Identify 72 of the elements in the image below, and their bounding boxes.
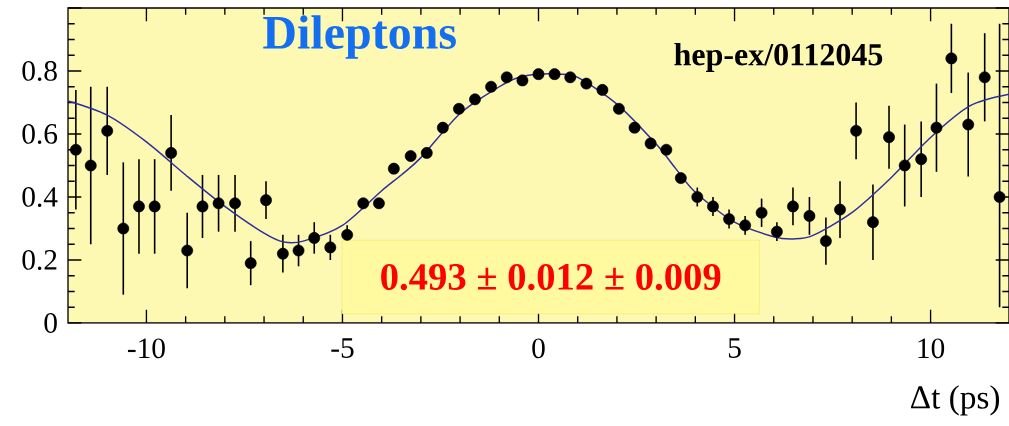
point <box>674 172 687 184</box>
point <box>229 197 241 210</box>
x-tick-label: 0 <box>532 338 545 359</box>
point <box>101 124 114 137</box>
point <box>324 241 337 254</box>
point <box>260 194 272 207</box>
y-tick-label: 0.8 <box>22 61 57 81</box>
point <box>548 68 561 81</box>
point <box>516 74 529 87</box>
point <box>436 121 449 134</box>
point <box>181 244 194 257</box>
point <box>596 84 609 96</box>
annotation: hep-ex/0112045 <box>674 42 883 72</box>
point <box>867 216 879 229</box>
point <box>244 257 257 270</box>
x-tick-label: 5 <box>728 338 741 358</box>
point <box>532 68 545 81</box>
point <box>787 200 799 213</box>
point <box>212 197 225 210</box>
point <box>84 159 97 172</box>
point <box>755 206 768 219</box>
point <box>850 124 862 137</box>
y-tick-label: 0.2 <box>22 250 57 270</box>
point <box>308 232 321 244</box>
point <box>915 153 928 166</box>
point <box>613 102 625 115</box>
y-tick-label: 0.6 <box>22 124 58 144</box>
point <box>883 131 895 144</box>
x-axis-title: Δt (ps) <box>910 385 1000 416</box>
point <box>196 200 209 213</box>
annotation: 0.493 ± 0.012 ± 0.009 <box>381 263 721 291</box>
point <box>739 219 752 232</box>
x-tick-label: -5 <box>331 338 354 358</box>
point <box>978 71 991 84</box>
point <box>387 162 400 175</box>
point <box>292 244 305 257</box>
point <box>165 147 177 159</box>
point <box>898 159 911 172</box>
point <box>341 228 354 241</box>
point <box>373 197 385 210</box>
point <box>117 222 130 235</box>
point <box>420 147 433 159</box>
point <box>945 52 958 65</box>
point <box>485 80 497 93</box>
point <box>564 71 577 84</box>
point <box>820 235 832 247</box>
point <box>469 93 481 106</box>
point <box>453 102 465 115</box>
point <box>133 200 145 213</box>
point <box>803 210 816 222</box>
point <box>148 200 161 213</box>
point <box>771 225 783 238</box>
y-tick-label: 0 <box>44 313 57 333</box>
point <box>660 143 673 156</box>
point <box>834 203 846 216</box>
point <box>357 197 370 210</box>
point <box>500 71 513 84</box>
point <box>962 118 975 131</box>
point <box>930 121 943 134</box>
chart-title: Dileptons <box>263 15 456 59</box>
point <box>644 137 657 150</box>
point <box>723 213 735 225</box>
x-tick-label: 10 <box>918 338 945 359</box>
x-tick-label: -10 <box>127 338 165 359</box>
point <box>691 191 704 203</box>
point <box>277 247 289 260</box>
point <box>580 77 593 90</box>
point <box>628 121 641 134</box>
point <box>69 143 82 156</box>
point <box>707 200 719 213</box>
y-tick-label: 0.4 <box>22 187 58 207</box>
point <box>404 150 417 162</box>
